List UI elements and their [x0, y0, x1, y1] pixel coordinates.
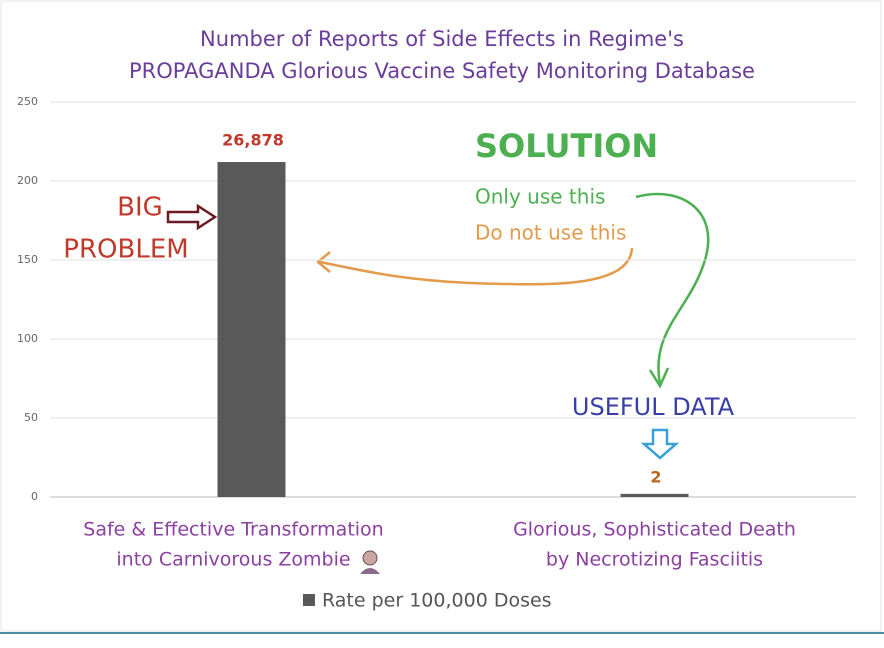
chart-title: Number of Reports of Side Effects in Reg…	[200, 27, 684, 51]
y-tick-label: 50	[24, 411, 38, 424]
orange-curve	[319, 247, 634, 286]
annotation: USEFUL DATA	[572, 393, 735, 421]
x-tick-label: into Carnivorous Zombie	[116, 549, 350, 571]
annotation: 26,878	[222, 131, 284, 150]
zombie-icon	[360, 550, 380, 574]
bar	[217, 162, 286, 498]
y-tick-label: 100	[17, 332, 38, 345]
y-tick-label: 250	[17, 95, 38, 108]
annotation: 2	[650, 468, 661, 487]
annotation: PROBLEM	[63, 235, 188, 265]
y-tick-label: 0	[31, 490, 38, 503]
y-tick-label: 150	[17, 253, 38, 266]
useful-arrow	[640, 428, 680, 460]
annotation: BIG	[117, 193, 163, 223]
x-tick-label: Safe & Effective Transformation	[83, 519, 383, 541]
problem-arrow	[166, 203, 218, 231]
x-tick-label: Glorious, Sophisticated Death	[513, 519, 796, 541]
annotation: SOLUTION	[475, 127, 658, 165]
frame	[0, 0, 882, 632]
annotation: Do not use this	[475, 221, 626, 245]
legend-swatch	[303, 594, 315, 606]
y-tick-label: 200	[17, 174, 38, 187]
x-tick-label: by Necrotizing Fasciitis	[546, 549, 763, 571]
bar	[620, 493, 689, 497]
legend-label: Rate per 100,000 Doses	[322, 590, 552, 612]
orange-arrowhead	[316, 251, 331, 273]
green-arrowhead	[648, 367, 670, 389]
chart-title: PROPAGANDA Glorious Vaccine Safety Monit…	[129, 59, 755, 83]
annotation: Only use this	[475, 185, 605, 209]
